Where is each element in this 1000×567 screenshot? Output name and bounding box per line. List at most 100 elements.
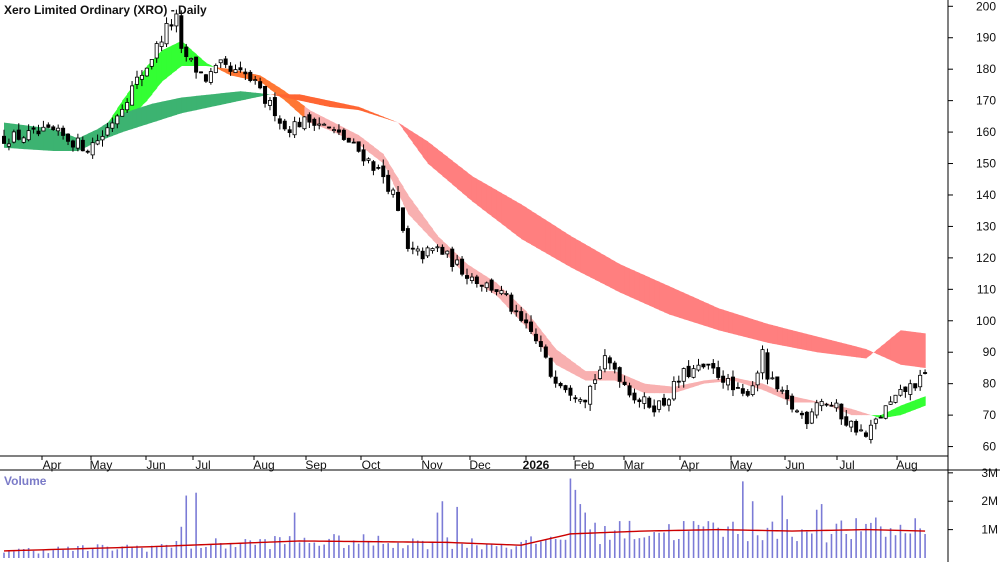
candle	[617, 366, 622, 388]
candle	[612, 360, 617, 374]
candle	[450, 246, 455, 272]
candle	[341, 128, 346, 142]
band-segment	[486, 184, 493, 217]
candle	[410, 241, 415, 255]
band-segment	[471, 176, 478, 206]
band-segment	[526, 207, 532, 245]
band-segment	[156, 101, 163, 122]
band-segment	[732, 312, 739, 336]
band-segment	[575, 238, 581, 273]
band-segment	[412, 132, 419, 150]
candle	[666, 397, 671, 412]
candle	[430, 247, 435, 254]
indicator-band-1	[4, 40, 926, 419]
candle	[588, 384, 593, 411]
candle	[56, 124, 61, 136]
candle	[735, 382, 740, 389]
band-segment	[634, 270, 640, 302]
candle	[120, 104, 125, 117]
band-segment	[388, 162, 394, 184]
band-segment	[737, 378, 744, 384]
band-segment	[915, 332, 921, 368]
candle	[849, 420, 854, 433]
candle	[302, 116, 307, 131]
y-tick-label: 120	[976, 251, 996, 265]
band-segment	[609, 258, 616, 290]
band-segment	[417, 135, 424, 157]
band-segment	[590, 371, 596, 381]
band-segment	[801, 332, 808, 351]
band-segment	[299, 94, 306, 102]
candle	[593, 373, 598, 391]
band-segment	[698, 380, 705, 386]
candle	[440, 244, 445, 255]
band-segment	[806, 399, 813, 403]
band-segment	[806, 333, 813, 352]
candle	[445, 250, 450, 258]
band-segment	[910, 331, 916, 367]
candle	[632, 388, 637, 404]
band-segment	[585, 371, 591, 381]
candle	[277, 115, 282, 130]
band-segment	[703, 380, 709, 384]
candle	[809, 408, 814, 425]
band-segment	[846, 407, 852, 416]
band-segment	[422, 215, 429, 235]
band-segment	[540, 216, 547, 254]
x-tick-label: May	[730, 458, 753, 472]
band-segment	[678, 384, 685, 392]
band-segment	[723, 309, 729, 333]
band-segment	[161, 47, 168, 82]
band-segment	[565, 232, 572, 268]
candle	[6, 138, 11, 151]
band-segment	[412, 201, 419, 225]
band-segment	[861, 347, 867, 359]
band-segment	[639, 272, 645, 304]
y-tick-label: 70	[983, 408, 997, 422]
candle	[863, 430, 868, 438]
band-segment	[555, 226, 562, 262]
candle	[524, 313, 529, 329]
candle	[381, 159, 386, 184]
candle	[90, 137, 95, 159]
band-segment	[900, 403, 906, 416]
candle	[405, 225, 410, 252]
candle	[662, 393, 667, 407]
candle	[538, 335, 543, 352]
candle	[760, 345, 765, 380]
band-segment	[535, 213, 542, 251]
band-segment	[476, 178, 483, 209]
candle	[420, 247, 425, 264]
candle	[80, 136, 85, 152]
candle	[721, 370, 726, 389]
candle	[130, 81, 135, 106]
band-segment	[787, 328, 793, 348]
candle	[494, 289, 499, 296]
candle	[553, 370, 558, 388]
candle	[489, 278, 494, 293]
y-tick-label: 100	[976, 314, 996, 328]
band-segment	[831, 340, 838, 355]
x-tick-label: Aug	[896, 458, 917, 472]
band-segment	[762, 322, 769, 343]
band-segment	[260, 75, 266, 86]
candle	[110, 117, 115, 132]
band-segment	[870, 415, 877, 417]
band-segment	[457, 164, 463, 193]
candle	[602, 349, 607, 373]
band-segment	[427, 141, 434, 168]
band-segment	[673, 288, 680, 318]
band-segment	[383, 116, 389, 120]
band-segment	[683, 292, 690, 321]
band-segment	[846, 344, 852, 357]
candle	[563, 384, 568, 393]
band-segment	[269, 94, 276, 96]
candle	[859, 424, 864, 432]
band-segment	[560, 229, 567, 265]
candle	[287, 126, 292, 138]
band-segment	[683, 383, 690, 390]
band-segment	[294, 94, 301, 101]
y-tick-label: 90	[983, 345, 997, 359]
candle	[642, 392, 647, 410]
band-segment	[220, 67, 227, 73]
